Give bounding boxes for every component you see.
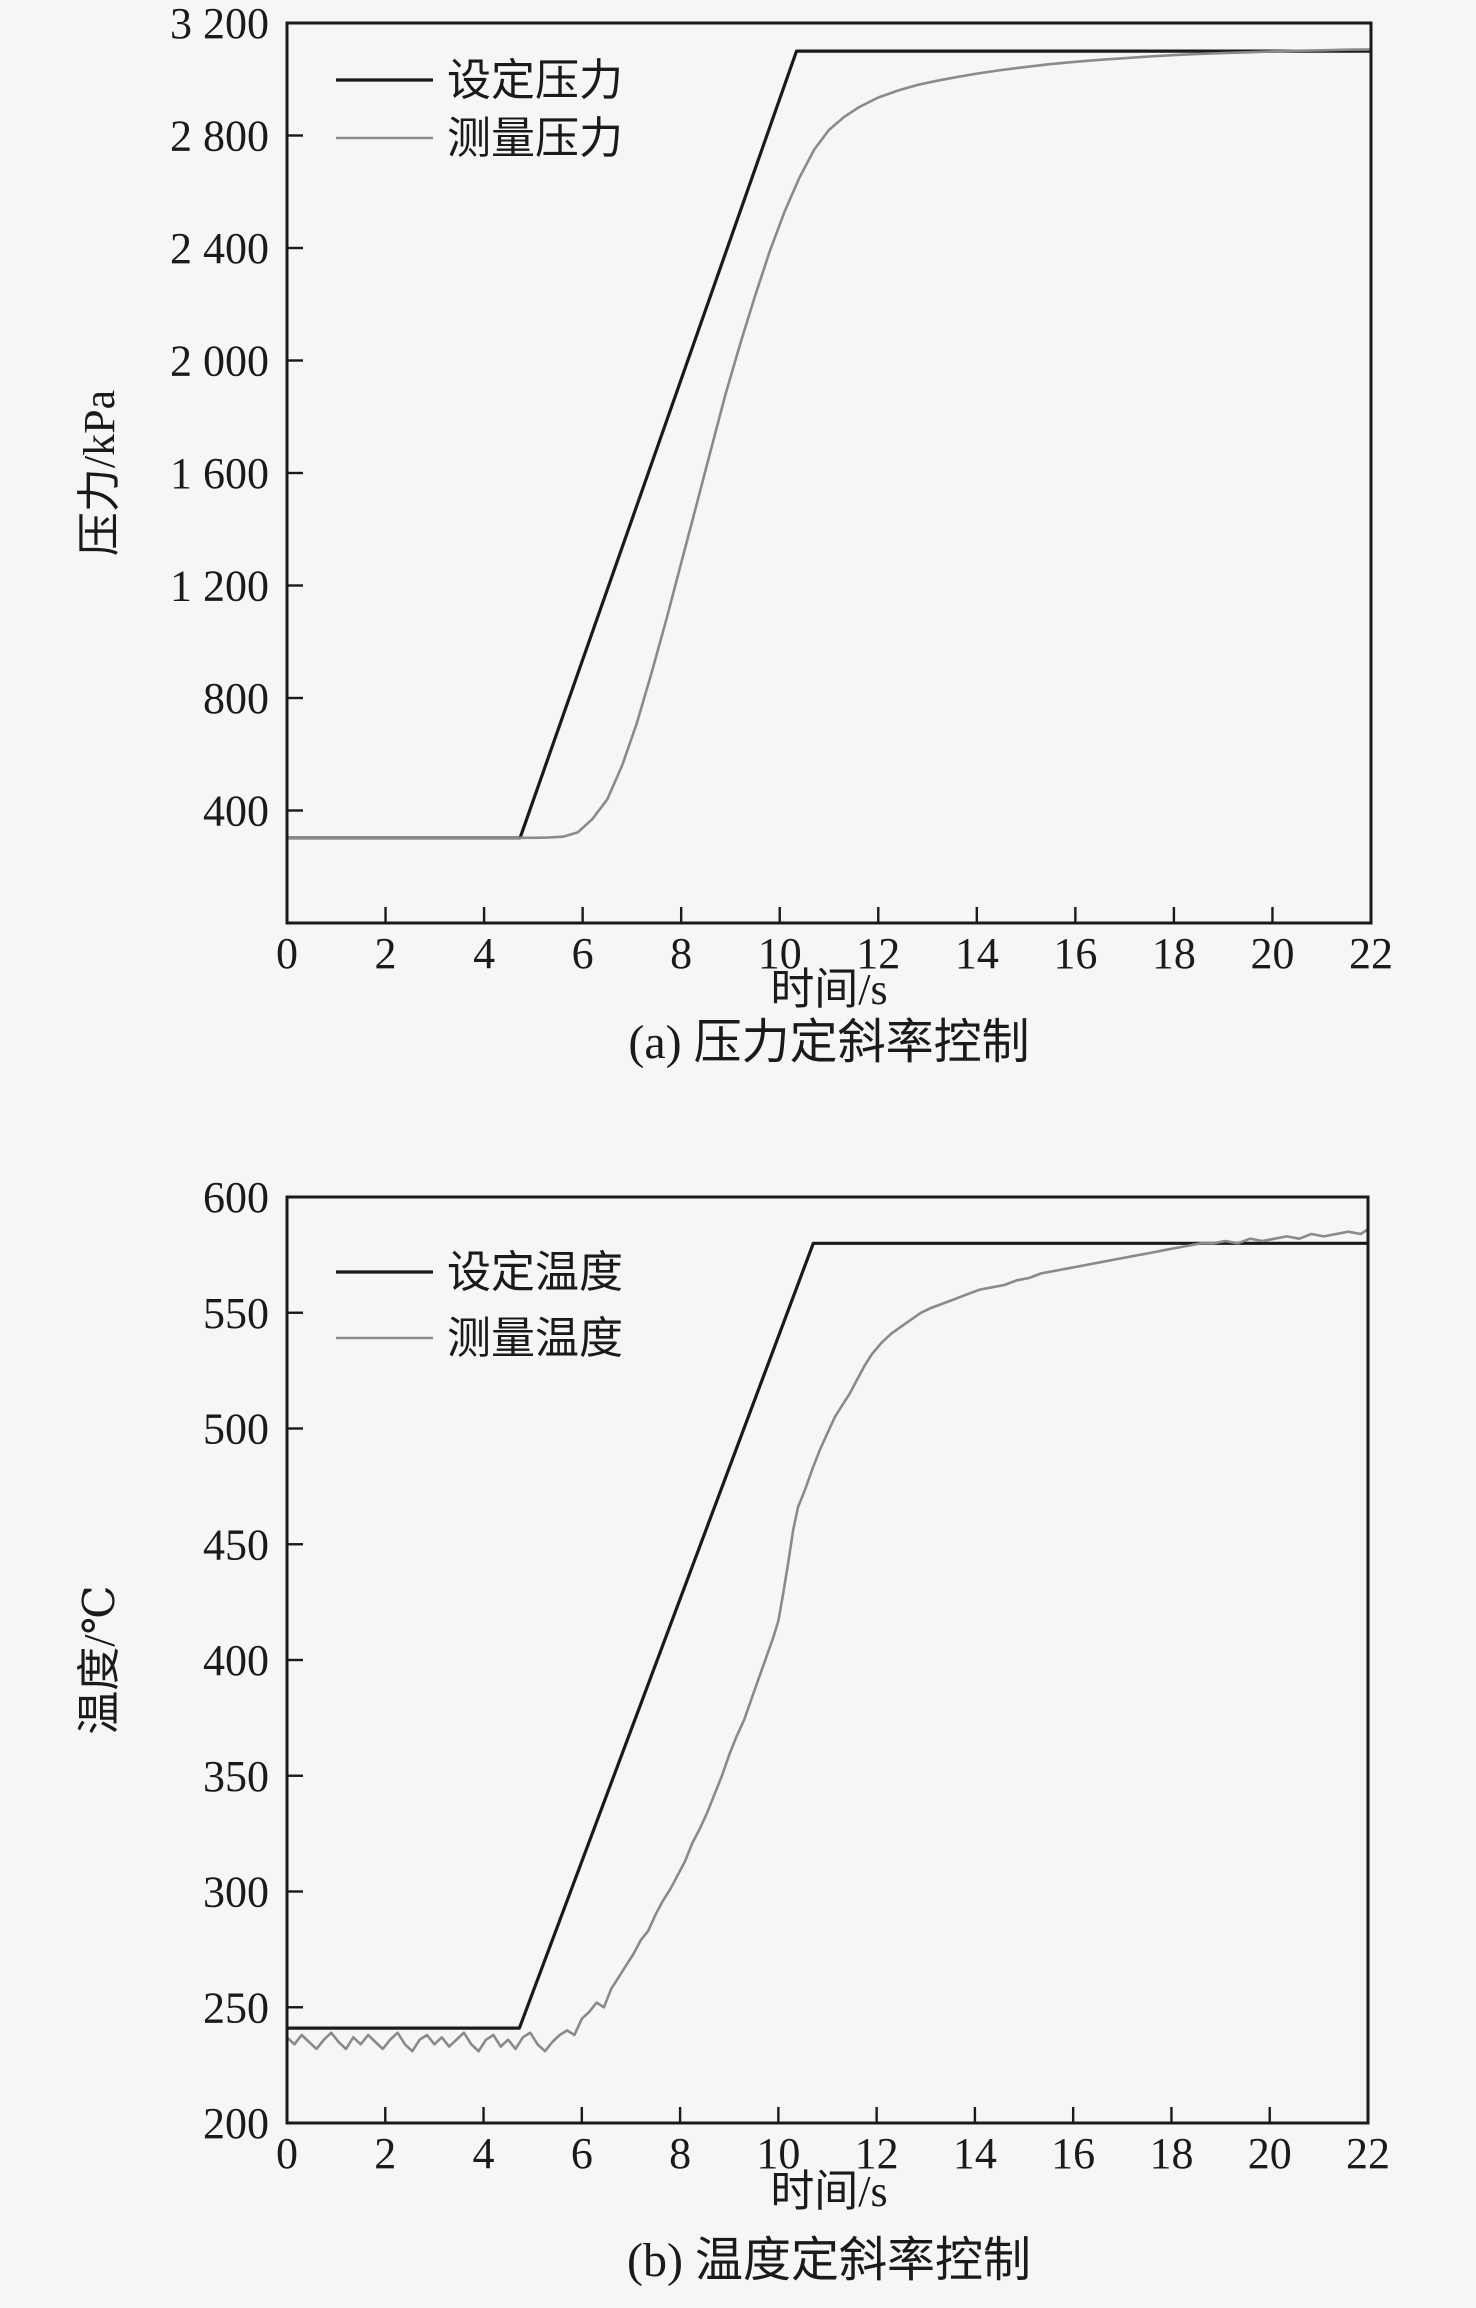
pressure-chart: 02468101214161820224008001 2001 6002 000… <box>170 0 1393 978</box>
pressure-y-tick-label: 2 800 <box>170 112 269 161</box>
temperature-y-tick-label: 250 <box>203 1983 269 2032</box>
pressure-y-tick-label: 800 <box>203 674 269 723</box>
temperature-y-tick-label: 200 <box>203 2099 269 2148</box>
charts-canvas: 02468101214161820224008001 2001 6002 000… <box>0 0 1476 2308</box>
temperature-y-tick-label: 300 <box>203 1868 269 1917</box>
caption-a: (a) 压力定斜率控制 <box>287 1012 1371 1074</box>
figure-ramp-control: 02468101214161820224008001 2001 6002 000… <box>0 0 1476 2308</box>
pressure-y-tick-label: 3 200 <box>170 0 269 48</box>
temperature-y-tick-label: 350 <box>203 1752 269 1801</box>
pressure-legend-set-label: 设定压力 <box>447 56 623 105</box>
temperature-y-tick-label: 450 <box>203 1520 269 1569</box>
pressure-set-line <box>287 51 1371 838</box>
pressure-y-tick-label: 400 <box>203 787 269 836</box>
temperature-x-axis-title: 时间/s <box>287 2162 1371 2222</box>
pressure-y-axis-title: 压力/kPa <box>70 173 130 773</box>
temperature-chart: 0246810121416182022200250300350400450500… <box>203 1173 1390 2178</box>
pressure-y-tick-label: 1 600 <box>170 449 269 498</box>
pressure-x-axis-title: 时间/s <box>287 960 1371 1020</box>
temperature-legend-measured-label: 测量温度 <box>447 1314 623 1363</box>
pressure-legend-measured-label: 测量压力 <box>447 114 623 163</box>
pressure-measured-line <box>287 49 1371 837</box>
temperature-y-tick-label: 500 <box>203 1405 269 1454</box>
temperature-y-tick-label: 600 <box>203 1173 269 1222</box>
pressure-y-tick-label: 2 000 <box>170 337 269 386</box>
temperature-y-axis-title: 温度/℃ <box>70 1360 130 1960</box>
pressure-y-tick-label: 2 400 <box>170 224 269 273</box>
temperature-y-tick-label: 400 <box>203 1636 269 1685</box>
temperature-y-tick-label: 550 <box>203 1289 269 1338</box>
temperature-legend-set-label: 设定温度 <box>447 1248 623 1297</box>
pressure-y-tick-label: 1 200 <box>170 562 269 611</box>
caption-b: (b) 温度定斜率控制 <box>287 2230 1371 2292</box>
